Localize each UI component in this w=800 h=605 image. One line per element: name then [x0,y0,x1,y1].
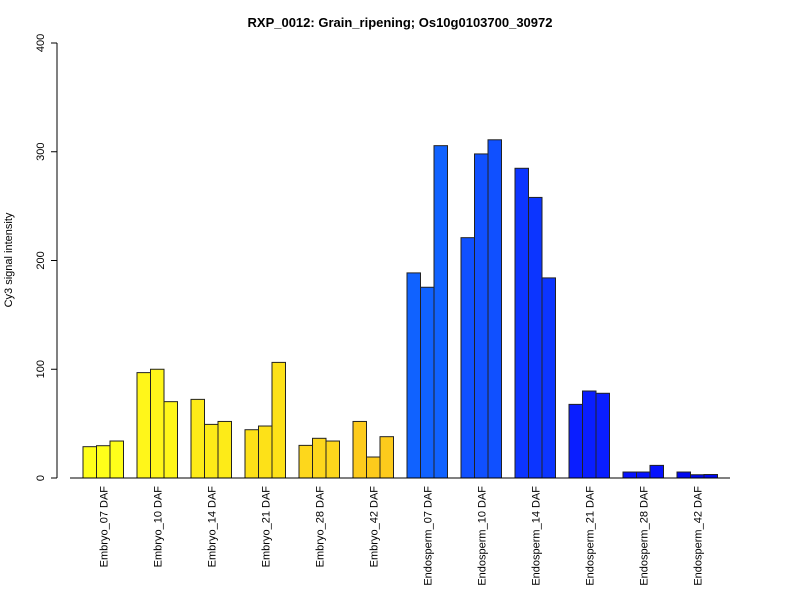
bar [595,392,610,479]
bar [406,272,421,479]
x-tick-label: Embryo_42 DAF [368,486,380,568]
bar [703,474,718,479]
x-tick-label: Embryo_07 DAF [98,486,110,568]
bar [163,401,178,479]
x-axis-labels: Embryo_07 DAF Embryo_10 DAF Embryo_14 DAF E… [98,486,704,586]
x-tick-label: Embryo_21 DAF [260,486,272,568]
y-tick-label: 300 [35,143,47,161]
x-tick-label: Endosperm_14 DAF [530,486,542,586]
y-tick-label: 200 [35,251,47,269]
bar [204,423,219,479]
bar [487,139,502,479]
y-tick-label: 0 [35,475,47,481]
bar [136,372,151,479]
bar [366,456,381,479]
x-tick-label: Endosperm_21 DAF [584,486,596,586]
x-tick-label: Endosperm_10 DAF [476,486,488,586]
bar [433,145,448,479]
bar [217,420,232,479]
bar [622,471,637,479]
bar [298,444,313,479]
bar [325,440,340,479]
x-tick-label: Embryo_28 DAF [314,486,326,568]
bar [379,436,394,479]
bar [190,398,205,479]
y-axis-label: Cy3 signal intensity [3,212,15,307]
bar [352,420,367,479]
chart-title: RXP_0012: Grain_ripening; Os10g0103700_3… [248,15,553,30]
bar [96,445,111,479]
bar [528,196,543,479]
y-tick-label: 400 [35,34,47,52]
bar [150,368,165,479]
x-tick-label: Embryo_14 DAF [206,486,218,568]
bar [312,437,327,479]
y-axis: 0 100 200 300 400 [35,34,58,481]
bar [568,403,583,479]
x-tick-label: Endosperm_42 DAF [692,486,704,586]
bar [582,390,597,479]
bar [514,167,529,479]
x-tick-label: Endosperm_28 DAF [638,486,650,586]
bar [258,425,273,479]
bar [244,429,259,479]
bar [109,440,124,479]
bar [676,471,691,479]
bar [271,361,286,479]
bar [474,153,489,479]
bar [541,277,556,479]
bar [460,237,475,479]
bars [82,139,718,479]
x-tick-label: Endosperm_07 DAF [422,486,434,586]
bar [420,286,435,479]
bar [82,446,97,479]
y-tick-label: 100 [35,360,47,378]
bar [649,464,664,479]
x-tick-label: Embryo_10 DAF [152,486,164,568]
bar [636,471,651,479]
